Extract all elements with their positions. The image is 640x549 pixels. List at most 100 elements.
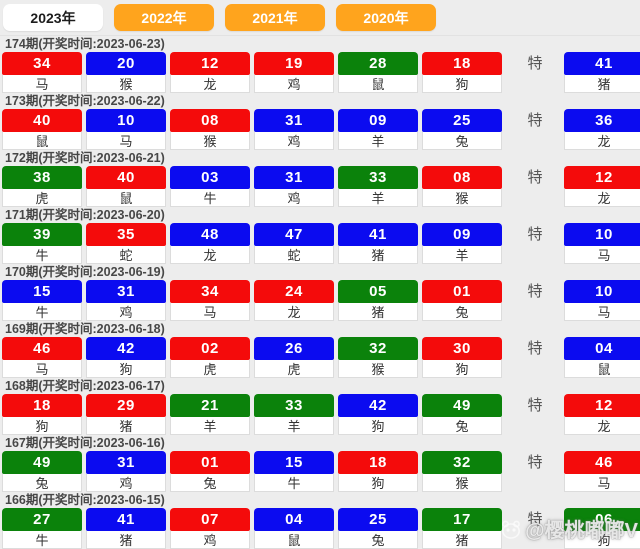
number-ball: 34 — [170, 280, 250, 303]
number-cell: 38 虎 — [2, 166, 82, 207]
zodiac-label: 鸡 — [170, 531, 250, 549]
number-ball: 36 — [564, 109, 640, 132]
draw-cells: 40 鼠 10 马 08 猴 31 鸡 09 羊 25 兔 特 36 龙 — [2, 109, 640, 150]
number-ball: 39 — [2, 223, 82, 246]
number-cell: 46 马 — [2, 337, 82, 378]
number-ball: 40 — [86, 166, 166, 189]
zodiac-label: 牛 — [254, 474, 334, 492]
tab-year-2020[interactable]: 2020年 — [336, 4, 436, 31]
number-cell: 26 虎 — [254, 337, 334, 378]
zodiac-label: 猪 — [338, 246, 418, 264]
number-ball: 12 — [564, 394, 640, 417]
number-ball: 42 — [338, 394, 418, 417]
number-ball: 29 — [86, 394, 166, 417]
draw-cells: 46 马 42 狗 02 虎 26 虎 32 猴 30 狗 特 04 鼠 — [2, 337, 640, 378]
number-cell: 40 鼠 — [2, 109, 82, 150]
draw-cells: 15 牛 31 鸡 34 马 24 龙 05 猪 01 兔 特 10 马 — [2, 280, 640, 321]
number-cell: 34 马 — [170, 280, 250, 321]
zodiac-label: 牛 — [2, 246, 82, 264]
zodiac-label: 龙 — [564, 132, 640, 150]
zodiac-label: 狗 — [2, 417, 82, 435]
number-ball: 18 — [338, 451, 418, 474]
special-number-cell: 41 猪 — [564, 52, 640, 93]
number-cell: 12 龙 — [170, 52, 250, 93]
number-ball: 08 — [422, 166, 502, 189]
number-cell: 05 猪 — [338, 280, 418, 321]
special-number-cell: 12 龙 — [564, 166, 640, 207]
tab-year-2021[interactable]: 2021年 — [225, 4, 325, 31]
number-cell: 27 牛 — [2, 508, 82, 549]
number-ball: 31 — [254, 166, 334, 189]
number-cell: 09 羊 — [422, 223, 502, 264]
number-cell: 31 鸡 — [86, 451, 166, 492]
number-ball: 10 — [564, 223, 640, 246]
special-tag: 特 — [527, 454, 543, 471]
number-ball: 25 — [422, 109, 502, 132]
draw-period-label: 172期(开奖时间:2023-06-21) — [5, 151, 165, 165]
number-cell: 32 猴 — [422, 451, 502, 492]
zodiac-label: 鼠 — [86, 189, 166, 207]
zodiac-label: 狗 — [564, 531, 640, 549]
number-ball: 47 — [254, 223, 334, 246]
number-ball: 33 — [338, 166, 418, 189]
number-ball: 24 — [254, 280, 334, 303]
number-ball: 10 — [564, 280, 640, 303]
zodiac-label: 猪 — [564, 75, 640, 93]
number-ball: 08 — [170, 109, 250, 132]
zodiac-label: 马 — [564, 246, 640, 264]
zodiac-label: 鸡 — [86, 474, 166, 492]
draw-row: 173期(开奖时间:2023-06-22) 40 鼠 10 马 08 猴 31 … — [0, 93, 640, 150]
zodiac-label: 鸡 — [86, 303, 166, 321]
zodiac-label: 虎 — [2, 189, 82, 207]
zodiac-label: 猪 — [86, 531, 166, 549]
zodiac-label: 兔 — [422, 417, 502, 435]
special-number-cell: 36 龙 — [564, 109, 640, 150]
zodiac-label: 羊 — [254, 417, 334, 435]
tab-year-2023[interactable]: 2023年 — [3, 4, 103, 31]
number-ball: 05 — [338, 280, 418, 303]
number-ball: 31 — [86, 280, 166, 303]
number-cell: 49 兔 — [2, 451, 82, 492]
number-ball: 41 — [338, 223, 418, 246]
number-cell: 01 兔 — [170, 451, 250, 492]
number-ball: 46 — [2, 337, 82, 360]
number-ball: 18 — [422, 52, 502, 75]
number-ball: 28 — [338, 52, 418, 75]
draw-result-list: 174期(开奖时间:2023-06-23) 34 马 20 猴 12 龙 19 … — [0, 36, 640, 549]
special-tag: 特 — [527, 55, 543, 72]
year-tab-bar: 2023年 2022年 2021年 2020年 — [0, 0, 640, 36]
number-ball: 42 — [86, 337, 166, 360]
zodiac-label: 狗 — [338, 474, 418, 492]
zodiac-label: 龙 — [170, 246, 250, 264]
zodiac-label: 兔 — [338, 531, 418, 549]
special-tag: 特 — [527, 511, 543, 528]
number-cell: 31 鸡 — [254, 166, 334, 207]
zodiac-label: 猪 — [86, 417, 166, 435]
tab-year-2022[interactable]: 2022年 — [114, 4, 214, 31]
number-cell: 31 鸡 — [254, 109, 334, 150]
number-ball: 34 — [2, 52, 82, 75]
special-number-cell: 10 马 — [564, 280, 640, 321]
zodiac-label: 虎 — [254, 360, 334, 378]
number-ball: 25 — [338, 508, 418, 531]
draw-period-label: 169期(开奖时间:2023-06-18) — [5, 322, 165, 336]
number-cell: 01 兔 — [422, 280, 502, 321]
draw-row: 170期(开奖时间:2023-06-19) 15 牛 31 鸡 34 马 24 … — [0, 264, 640, 321]
draw-cells: 18 狗 29 猪 21 羊 33 羊 42 狗 49 兔 特 12 龙 — [2, 394, 640, 435]
number-ball: 15 — [2, 280, 82, 303]
zodiac-label: 兔 — [422, 303, 502, 321]
special-number-cell: 10 马 — [564, 223, 640, 264]
zodiac-label: 猴 — [338, 360, 418, 378]
number-ball: 27 — [2, 508, 82, 531]
zodiac-label: 猴 — [86, 75, 166, 93]
zodiac-label: 马 — [170, 303, 250, 321]
number-cell: 18 狗 — [422, 52, 502, 93]
special-tag: 特 — [527, 112, 543, 129]
number-cell: 21 羊 — [170, 394, 250, 435]
zodiac-label: 狗 — [422, 75, 502, 93]
special-tag: 特 — [527, 283, 543, 300]
zodiac-label: 龙 — [170, 75, 250, 93]
number-ball: 49 — [2, 451, 82, 474]
draw-period-label: 173期(开奖时间:2023-06-22) — [5, 94, 165, 108]
